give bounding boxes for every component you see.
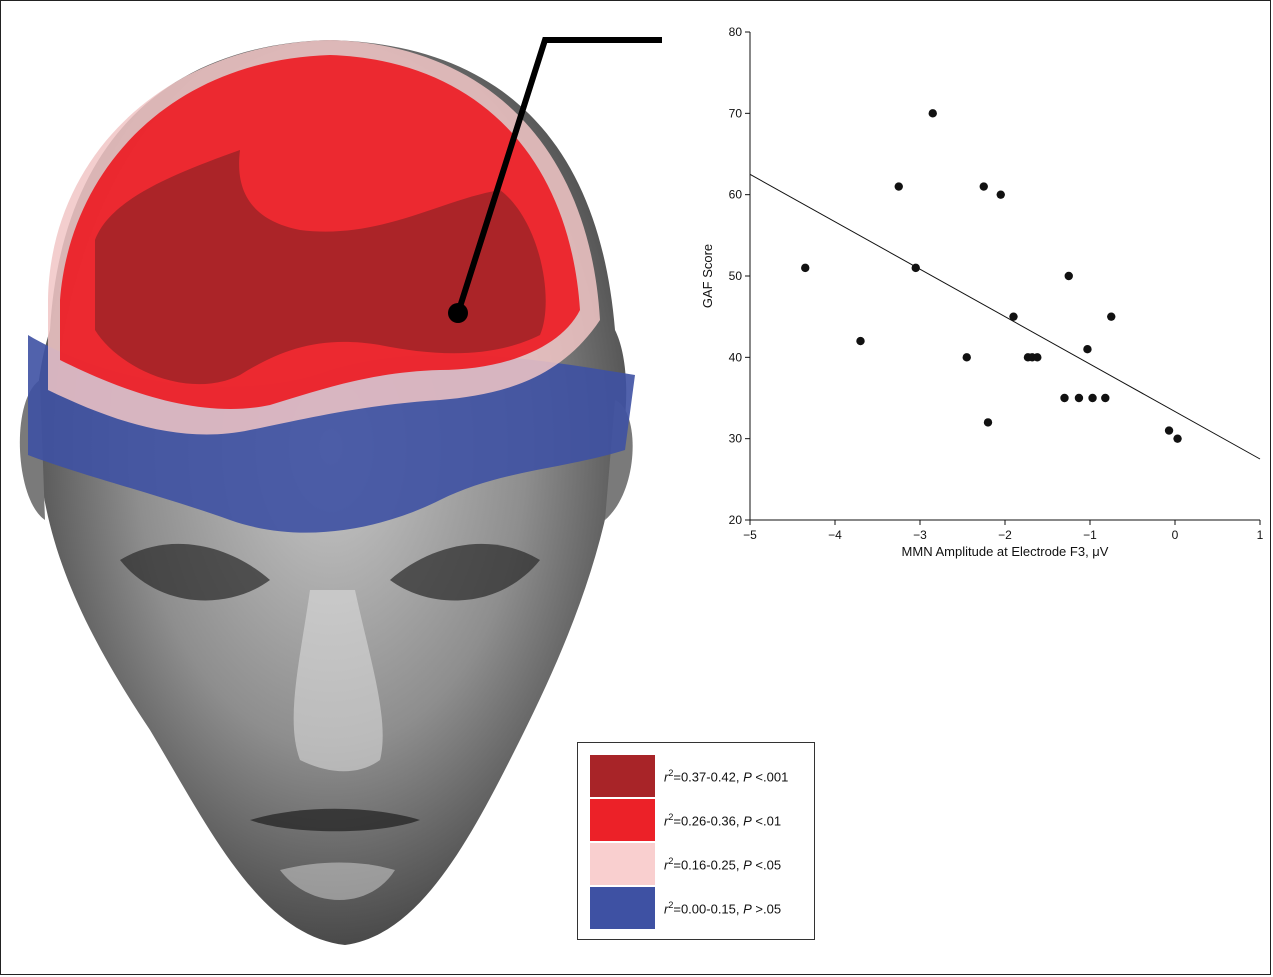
region-darkred bbox=[95, 150, 546, 385]
legend-label: r2=0.16-0.25, P <.05 bbox=[664, 856, 782, 873]
data-point bbox=[1101, 393, 1110, 403]
eye-shadow-right bbox=[390, 543, 540, 601]
x-axis-title: MMN Amplitude at Electrode F3, μV bbox=[902, 544, 1109, 559]
legend-p: >.05 bbox=[755, 901, 782, 917]
y-tick-label: 70 bbox=[729, 106, 743, 120]
x-tick-label: −2 bbox=[998, 528, 1012, 542]
legend: r2=0.37-0.42, P <.001 r2=0.26-0.36, P <.… bbox=[577, 742, 815, 940]
y-tick-label: 30 bbox=[729, 432, 743, 446]
legend-p: <.01 bbox=[755, 813, 782, 829]
legend-r2: 0.16-0.25 bbox=[680, 857, 736, 873]
nose-highlight bbox=[293, 590, 383, 772]
legend-item: r2=0.00-0.15, P >.05 bbox=[590, 887, 810, 929]
chin-highlight bbox=[280, 862, 395, 900]
data-point bbox=[894, 182, 903, 191]
legend-p: <.001 bbox=[755, 769, 789, 785]
data-point bbox=[1088, 393, 1097, 403]
legend-p: <.05 bbox=[755, 857, 782, 873]
x-tick-label: 1 bbox=[1257, 528, 1264, 542]
x-tick-label: −5 bbox=[743, 528, 757, 542]
data-point bbox=[1107, 312, 1116, 321]
x-tick-label: −3 bbox=[913, 528, 927, 542]
legend-item: r2=0.26-0.36, P <.01 bbox=[590, 799, 810, 841]
legend-swatch bbox=[590, 755, 655, 797]
electrode-f3-marker bbox=[448, 303, 468, 323]
data-point bbox=[1033, 353, 1042, 362]
legend-label: r2=0.37-0.42, P <.001 bbox=[664, 768, 789, 785]
data-point bbox=[801, 263, 810, 273]
legend-swatch bbox=[590, 843, 655, 885]
head-topography bbox=[19, 37, 662, 945]
mouth-shadow bbox=[250, 808, 420, 832]
x-tick-label: 0 bbox=[1172, 528, 1179, 542]
legend-r2: 0.00-0.15 bbox=[680, 901, 736, 917]
y-axis-title: GAF Score bbox=[700, 244, 715, 308]
electrode-pointer-line bbox=[455, 37, 662, 314]
legend-swatch bbox=[590, 799, 655, 841]
y-tick-label: 80 bbox=[729, 25, 743, 39]
data-point bbox=[1060, 393, 1069, 403]
legend-r2: 0.26-0.36 bbox=[680, 813, 736, 829]
legend-item: r2=0.16-0.25, P <.05 bbox=[590, 843, 810, 885]
x-tick-label: −4 bbox=[828, 528, 842, 542]
regression-line bbox=[749, 173, 1261, 460]
data-point bbox=[1009, 312, 1018, 321]
y-tick-label: 20 bbox=[729, 513, 743, 527]
legend-label: r2=0.26-0.36, P <.01 bbox=[664, 812, 782, 829]
legend-label: r2=0.00-0.15, P >.05 bbox=[664, 900, 782, 917]
legend-item: r2=0.37-0.42, P <.001 bbox=[590, 755, 810, 797]
data-point bbox=[1173, 434, 1182, 443]
y-tick-label: 50 bbox=[729, 269, 743, 283]
y-tick-label: 60 bbox=[729, 188, 743, 202]
data-point bbox=[983, 418, 993, 427]
data-point bbox=[979, 182, 988, 191]
data-point bbox=[1064, 271, 1073, 281]
data-point bbox=[1083, 345, 1092, 354]
scatter-chart: 20 30 40 50 60 70 80 −5 −4 −3 −2 −1 0 1 MMN Amplitude … bbox=[700, 25, 1264, 559]
data-point bbox=[1164, 426, 1174, 435]
legend-swatch bbox=[590, 887, 655, 929]
x-tick-label: −1 bbox=[1083, 528, 1097, 542]
eye-shadow-left bbox=[120, 543, 270, 601]
data-point bbox=[856, 336, 865, 346]
data-point bbox=[928, 109, 937, 118]
data-point bbox=[1074, 393, 1084, 403]
y-tick-label: 40 bbox=[729, 350, 743, 364]
legend-r2: 0.37-0.42 bbox=[680, 769, 736, 785]
data-point bbox=[911, 263, 920, 273]
data-point bbox=[996, 190, 1005, 199]
data-point bbox=[962, 353, 971, 362]
